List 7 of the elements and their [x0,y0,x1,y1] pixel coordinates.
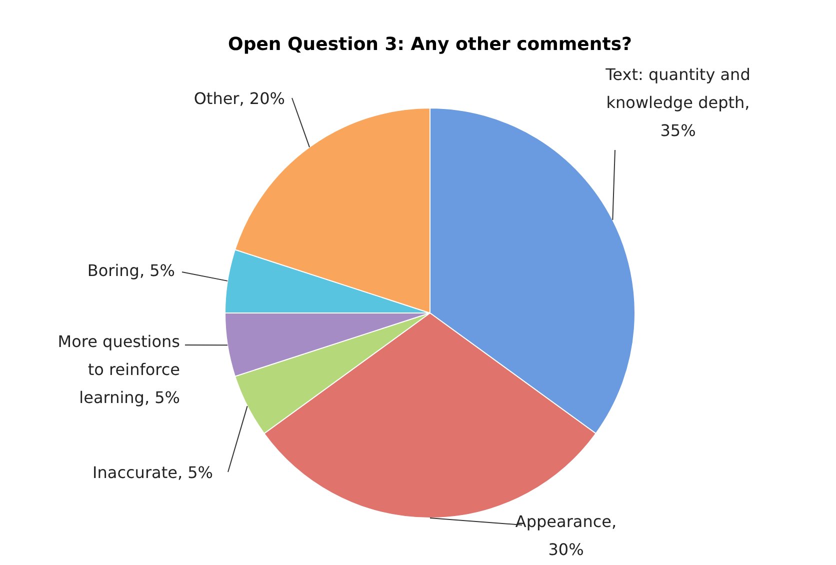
slice-label: Other, 20% [194,89,285,108]
slice-label: Appearance, 30% [515,512,617,559]
slice-label: Inaccurate, 5% [92,463,213,482]
slice-label: Boring, 5% [87,261,175,280]
chart-title: Open Question 3: Any other comments? [228,34,632,55]
slice-label: More questions to reinforce learning, 5% [58,332,180,407]
slice-label: Text: quantity and knowledge depth, 35% [604,65,750,140]
